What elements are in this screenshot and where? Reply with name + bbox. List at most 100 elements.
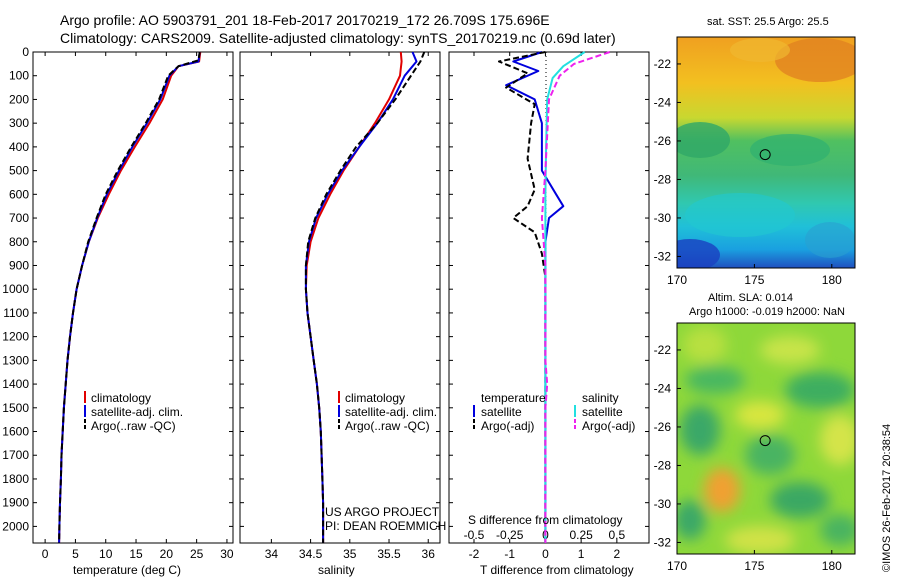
series-climatology	[58, 51, 202, 544]
depth-tick-label: 1800	[2, 472, 29, 486]
x-tick-label: 35	[343, 547, 357, 561]
salinity-xlabel: salinity	[318, 563, 355, 577]
temperature-legend: climatology satellite-adj. clim. Argo(..…	[84, 391, 183, 433]
series-argo-raw-qc-	[304, 51, 426, 543]
sla-map-title: Altim. SLA: 0.014	[708, 292, 793, 304]
lon-tick-label: 180	[822, 273, 842, 287]
depth-tick-label: 1600	[2, 425, 29, 439]
depth-tick-label: 500	[9, 164, 29, 178]
depth-tick-label: 1300	[2, 353, 29, 367]
x-tick-label: 1	[578, 547, 585, 561]
argo-location-marker	[759, 435, 771, 447]
sla-map-subtitle: Argo h1000: -0.019 h2000: NaN	[689, 306, 845, 318]
series-argo-adj-	[540, 51, 611, 543]
depth-tick-label: 1900	[2, 496, 29, 510]
lat-tick-label: -24	[654, 381, 672, 395]
depth-tick-label: 400	[9, 140, 29, 154]
x-tick-label: 30	[220, 547, 234, 561]
legend-salinity-title: salinity	[582, 391, 619, 405]
salinity-profile-chart: 34 34.5 35 35.5 36 salinity climatology sate…	[239, 51, 446, 577]
legend-argo-label: Argo(..raw -QC)	[345, 419, 430, 433]
x-tick-label: 0	[542, 547, 549, 561]
s-tick-label: 0.25	[569, 528, 593, 542]
depth-tick-label: 800	[9, 235, 29, 249]
climatology-title: Climatology: CARS2009. Satellite-adjuste…	[60, 30, 616, 46]
x-tick-label: 2	[614, 547, 621, 561]
temperature-xlabel: temperature (deg C)	[73, 563, 181, 577]
salinity-plot-frame	[239, 51, 441, 544]
legend-climatology-label: climatology	[91, 391, 151, 405]
x-tick-label: 35.5	[377, 547, 401, 561]
lon-tick-label: 175	[744, 273, 764, 287]
depth-tick-label: 0	[22, 45, 29, 59]
lat-tick-label: -30	[654, 211, 672, 225]
depth-tick-label: 600	[9, 187, 29, 201]
lat-tick-label: -22	[654, 343, 672, 357]
project-annotation: US ARGO PROJECT	[325, 505, 440, 519]
series-climatology	[304, 51, 403, 543]
lat-tick-label: -28	[654, 172, 672, 186]
depth-tick-label: 2000	[2, 519, 29, 533]
depth-tick-label: 1700	[2, 448, 29, 462]
x-tick-label: 15	[129, 547, 143, 561]
x-tick-label: 36	[422, 547, 436, 561]
lat-tick-label: -32	[654, 249, 672, 263]
x-tick-label: 34	[265, 547, 279, 561]
sst-map-title: sat. SST: 25.5 Argo: 25.5	[707, 16, 829, 28]
lat-tick-label: -26	[654, 420, 672, 434]
x-tick-label: 20	[160, 547, 174, 561]
depth-tick-label: 1500	[2, 401, 29, 415]
lon-tick-label: 180	[822, 559, 842, 573]
sla-map-frame	[676, 322, 856, 555]
depth-tick-label: 1000	[2, 282, 29, 296]
legend-climatology-label: climatology	[345, 391, 405, 405]
x-tick-label: -2	[469, 547, 480, 561]
legend-t-argo-label: Argo(-adj)	[481, 419, 534, 433]
s-tick-label: -0.25	[496, 528, 524, 542]
series-argo-adj-	[498, 51, 547, 543]
x-tick-label: -1	[504, 547, 515, 561]
lat-tick-label: -28	[654, 458, 672, 472]
legend-satellite-label: satellite-adj. clim.	[91, 405, 183, 419]
x-tick-label: 5	[72, 547, 79, 561]
sst-field	[677, 37, 855, 268]
sla-field	[677, 323, 855, 554]
difference-profile-chart: -2 -1 0 1 2 -0.5 -0.25 0 0.25 0.5 S difference f…	[448, 51, 650, 577]
s-difference-label: S difference from climatology	[468, 513, 623, 527]
depth-tick-label: 200	[9, 92, 29, 106]
depth-tick-label: 900	[9, 258, 29, 272]
s-tick-label: 0.5	[609, 528, 626, 542]
s-tick-label: -0.5	[464, 528, 485, 542]
legend-t-satellite-label: satellite	[481, 405, 522, 419]
legend-s-satellite-label: satellite	[582, 405, 623, 419]
lat-tick-label: -26	[654, 134, 672, 148]
depth-tick-label: 1200	[2, 330, 29, 344]
depth-tick-label: 300	[9, 116, 29, 130]
x-tick-label: 0	[42, 547, 49, 561]
sst-map: sat. SST: 25.5 Argo: 25.5 -22 -24 -26 -28 -3…	[654, 16, 856, 287]
profile-title: Argo profile: AO 5903791_201 18-Feb-2017…	[60, 12, 550, 28]
depth-tick-label: 100	[9, 69, 29, 83]
argo-location-marker	[759, 149, 771, 161]
lat-tick-label: -24	[654, 95, 672, 109]
series-argo-raw-qc-	[58, 51, 201, 544]
x-tick-label: 10	[99, 547, 113, 561]
x-tick-label: 34.5	[299, 547, 323, 561]
legend-argo-label: Argo(..raw -QC)	[91, 419, 176, 433]
series-satellite	[544, 51, 586, 543]
series-satellite-adj-clim-	[58, 51, 201, 544]
depth-tick-label: 1100	[3, 306, 29, 320]
pi-annotation: PI: DEAN ROEMMICH	[325, 519, 446, 533]
difference-legend: temperature satellite Argo(-adj) salinit…	[473, 391, 635, 433]
t-difference-label: T difference from climatology	[480, 563, 634, 577]
difference-plot-frame	[448, 51, 650, 544]
lat-tick-label: -30	[654, 497, 672, 511]
legend-satellite-label: satellite-adj. clim.	[345, 405, 437, 419]
salinity-legend: climatology satellite-adj. clim. Argo(..…	[338, 391, 437, 433]
sla-map: Altim. SLA: 0.014 Argo h1000: -0.019 h20…	[654, 292, 856, 573]
legend-temperature-title: temperature	[481, 391, 546, 405]
x-tick-label: 25	[190, 547, 204, 561]
lon-tick-label: 175	[744, 559, 764, 573]
sst-map-frame	[676, 36, 856, 269]
